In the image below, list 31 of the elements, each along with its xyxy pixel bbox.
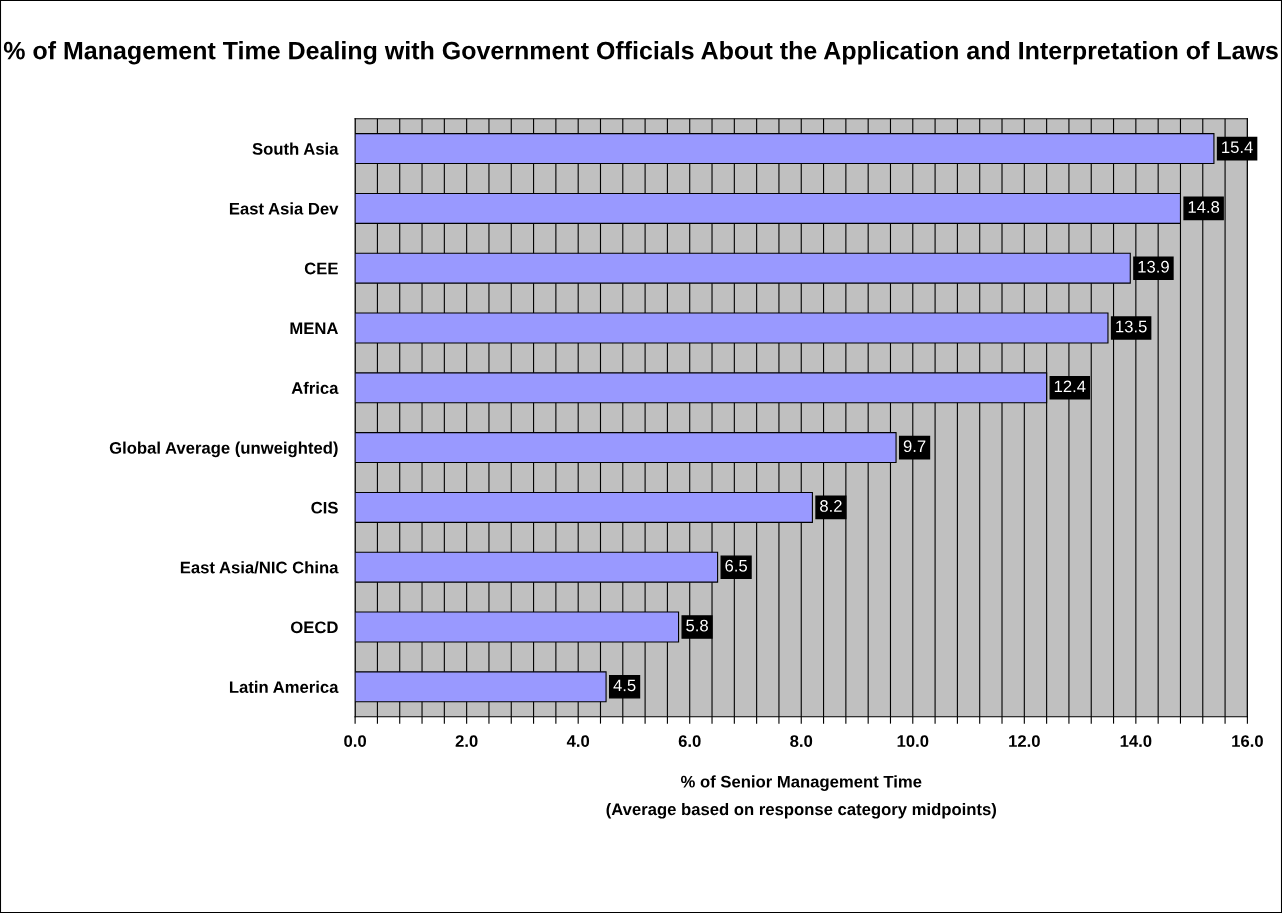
y-tick-label: Africa	[291, 381, 339, 394]
x-tick-label: 2.0	[455, 735, 478, 747]
x-axis-title: % of Senior Management Time (Average based on response category midpoints)	[606, 775, 997, 819]
data-label: 5.8	[686, 619, 708, 632]
y-tick-label: CEE	[304, 262, 338, 275]
y-tick-label: OECD	[290, 621, 338, 634]
data-label: 13.9	[1138, 260, 1169, 273]
x-tick-label: 14.0	[1120, 735, 1152, 747]
y-tick-label: South Asia	[252, 142, 339, 155]
x-tick-label: 10.0	[897, 735, 929, 747]
chart-title: % of Management Time Dealing with Government Officials About the Application and Interpretation of Laws	[3, 41, 1278, 65]
x-tick-label: 4.0	[566, 735, 590, 747]
y-tick-label: Latin America	[229, 680, 339, 694]
data-label: 13.5	[1116, 320, 1147, 333]
data-label: 4.5	[613, 679, 636, 692]
x-tick-label: 12.0	[1009, 735, 1040, 747]
data-label: 8.2	[820, 500, 842, 512]
y-tick-label: Global Average (unweighted)	[109, 441, 338, 458]
y-tick-label: East Asia Dev	[229, 202, 339, 215]
y-tick-label: MENA	[290, 322, 339, 335]
y-tick-label: CIS	[311, 501, 338, 514]
x-tick-label: 6.0	[678, 735, 701, 747]
y-tick-label: East Asia/NIC China	[180, 561, 339, 574]
data-label: 14.8	[1188, 201, 1220, 213]
data-label: 9.7	[903, 440, 926, 453]
x-tick-label: 16.0	[1232, 735, 1263, 747]
x-tick-label: 0.0	[344, 735, 367, 747]
data-label: 15.4	[1222, 141, 1253, 154]
data-label: 6.5	[725, 559, 748, 572]
data-label: 12.4	[1054, 380, 1086, 393]
x-tick-label: 8.0	[790, 735, 813, 747]
